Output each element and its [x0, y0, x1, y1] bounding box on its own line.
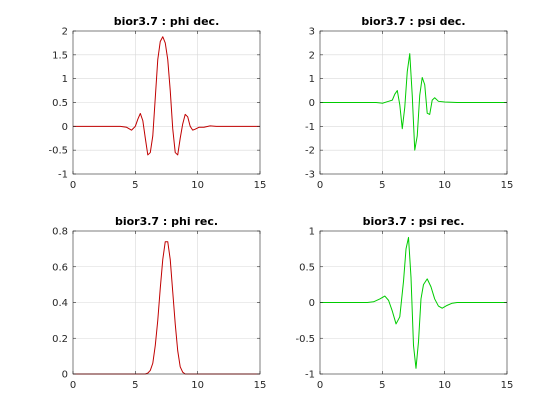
plot-title: bior3.7 : psi rec. — [363, 215, 465, 228]
y-tick-label: 1 — [309, 227, 315, 238]
y-tick-label: -3 — [305, 170, 315, 181]
y-tick-label: 0 — [62, 370, 68, 381]
y-tick-label: -1 — [305, 122, 315, 133]
x-tick-label: 10 — [191, 180, 204, 191]
y-tick-label: -0.5 — [48, 146, 68, 157]
y-tick-label: -2 — [305, 146, 315, 157]
x-tick-label: 0 — [70, 380, 76, 391]
y-tick-label: -1 — [58, 170, 68, 181]
y-tick-label: 1 — [62, 74, 68, 85]
y-tick-label: 0.6 — [52, 262, 68, 273]
x-tick-label: 15 — [501, 180, 514, 191]
y-tick-label: 2 — [62, 27, 68, 38]
plot-title: bior3.7 : psi dec. — [361, 15, 465, 28]
y-tick-label: 0.5 — [299, 262, 315, 273]
y-tick-label: 0.4 — [52, 298, 68, 309]
y-tick-label: 0 — [309, 98, 315, 109]
plot-phi-dec: 0 5 10 15 -1 -0.5 0 0.5 1 1.5 2 bior3.7 : phi dec. — [48, 15, 266, 191]
x-tick-label: 5 — [132, 180, 138, 191]
x-tick-label: 15 — [501, 380, 514, 391]
x-tick-label: 5 — [379, 380, 385, 391]
y-tick-label: 0.5 — [52, 98, 68, 109]
y-tick-label: 0.8 — [52, 227, 68, 238]
y-tick-label: 1.5 — [52, 50, 68, 61]
x-tick-label: 15 — [254, 180, 267, 191]
x-tick-label: 5 — [132, 380, 138, 391]
y-tick-label: -1 — [305, 370, 315, 381]
x-tick-label: 10 — [438, 380, 451, 391]
series-line — [73, 241, 260, 375]
plot-psi-rec: 0 5 10 15 -1 -0.5 0 0.5 1 bior3.7 : psi rec. — [295, 215, 513, 391]
x-tick-label: 5 — [379, 180, 385, 191]
y-tick-label: 0.2 — [52, 334, 68, 345]
x-tick-label: 10 — [191, 380, 204, 391]
y-tick-label: 1 — [309, 74, 315, 85]
y-tick-label: 2 — [309, 50, 315, 61]
series-line — [320, 53, 507, 151]
y-tick-label: 0 — [309, 298, 315, 309]
y-tick-label: 0 — [62, 122, 68, 133]
x-tick-label: 0 — [317, 380, 323, 391]
x-tick-label: 0 — [317, 180, 323, 191]
x-tick-label: 15 — [254, 380, 267, 391]
x-tick-label: 10 — [438, 180, 451, 191]
series-line — [320, 236, 507, 369]
y-tick-label: 3 — [309, 27, 315, 38]
plot-title: bior3.7 : phi dec. — [114, 15, 220, 28]
x-tick-label: 0 — [70, 180, 76, 191]
plot-title: bior3.7 : phi rec. — [115, 215, 218, 228]
series-line — [73, 36, 260, 156]
y-tick-label: -0.5 — [295, 334, 315, 345]
plot-psi-dec: 0 5 10 15 -3 -2 -1 0 1 2 3 bior3.7 : psi dec. — [305, 15, 513, 191]
plot-phi-rec: 0 5 10 15 0 0.2 0.4 0.6 0.8 bior3.7 : phi rec. — [52, 215, 266, 391]
